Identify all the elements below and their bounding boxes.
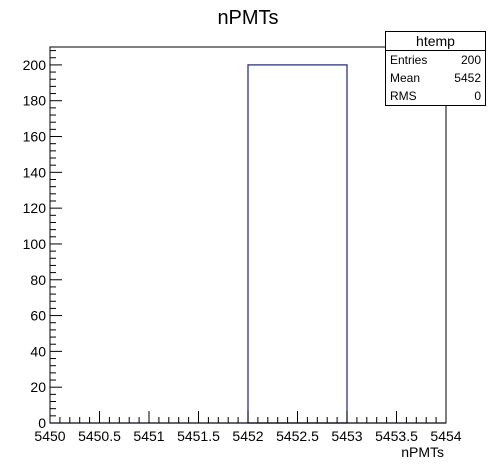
stats-title: htemp: [386, 32, 485, 51]
y-tick-label: 20: [30, 379, 46, 395]
y-tick-label: 40: [30, 343, 46, 359]
y-tick-label: 160: [23, 129, 47, 145]
stats-value-entries: 200: [460, 53, 481, 67]
x-tick-label: 5453.5: [375, 428, 418, 444]
x-tick-label: 5453: [331, 428, 362, 444]
y-tick-label: 100: [23, 236, 47, 252]
x-tick-label: 5451: [133, 428, 164, 444]
stats-label-rms: RMS: [390, 89, 417, 103]
stats-label-mean: Mean: [390, 71, 421, 85]
y-tick-label: 140: [23, 164, 47, 180]
stats-label-entries: Entries: [390, 53, 428, 67]
x-tick-label: 5454: [430, 428, 461, 444]
y-tick-label: 200: [23, 57, 47, 73]
chart-title: nPMTs: [217, 7, 278, 29]
y-tick-label: 80: [30, 272, 46, 288]
stats-row-entries: Entries 200: [386, 51, 485, 69]
stats-box: htemp Entries 200 Mean 5452 RMS 0: [385, 31, 486, 106]
x-tick-label: 5450: [34, 428, 65, 444]
x-tick-label: 5452.5: [276, 428, 319, 444]
x-axis-label: nPMTs: [401, 444, 444, 460]
stats-value-mean: 5452: [454, 71, 481, 85]
x-tick-label: 5451.5: [177, 428, 220, 444]
stats-value-rms: 0: [474, 89, 481, 103]
y-tick-label: 180: [23, 93, 47, 109]
stats-row-rms: RMS 0: [386, 87, 485, 105]
histogram-bar-0: [247, 64, 348, 424]
y-tick-label: 0: [38, 415, 46, 431]
y-tick-label: 120: [23, 200, 47, 216]
x-tick-label: 5450.5: [78, 428, 121, 444]
stats-row-mean: Mean 5452: [386, 69, 485, 87]
x-tick-label: 5452: [232, 428, 263, 444]
y-tick-label: 60: [30, 308, 46, 324]
